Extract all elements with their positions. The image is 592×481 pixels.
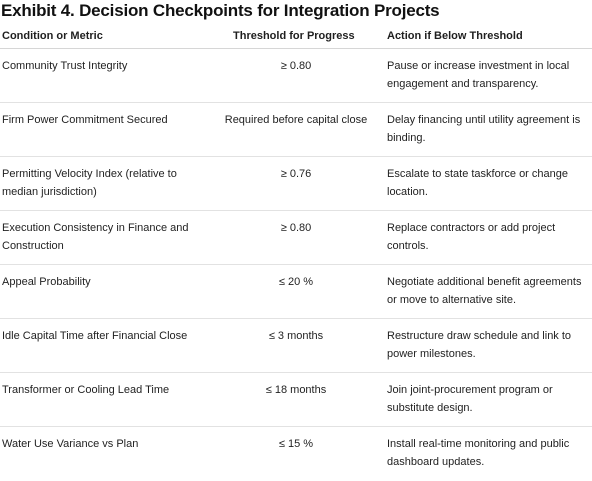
action-cell: Negotiate additional benefit agreements … bbox=[387, 276, 582, 306]
table-row: Community Trust Integrity ≥ 0.80 Pause o… bbox=[0, 49, 592, 103]
threshold-cell: ≥ 0.80 bbox=[280, 222, 312, 234]
header-row: Condition or Metric Threshold for Progre… bbox=[0, 24, 592, 49]
metric-cell: Water Use Variance vs Plan bbox=[2, 438, 139, 450]
action-cell: Join joint-procurement program or substi… bbox=[387, 384, 553, 414]
table-row: Idle Capital Time after Financial Close … bbox=[0, 319, 592, 373]
threshold-cell: ≤ 15 % bbox=[278, 438, 314, 450]
table-row: Firm Power Commitment Secured Required b… bbox=[0, 103, 592, 157]
action-cell: Pause or increase investment in local en… bbox=[387, 60, 570, 90]
action-cell: Delay financing until utility agreement … bbox=[387, 114, 581, 144]
table-header: Condition or Metric Threshold for Progre… bbox=[0, 24, 592, 49]
table-row: Appeal Probability ≤ 20 % Negotiate addi… bbox=[0, 265, 592, 319]
threshold-cell: ≤ 20 % bbox=[278, 276, 314, 288]
column-header-action: Action if Below Threshold bbox=[385, 24, 592, 49]
decision-checkpoints-table: Condition or Metric Threshold for Progre… bbox=[0, 24, 592, 481]
metric-cell: Appeal Probability bbox=[2, 276, 91, 288]
action-cell: Replace contractors or add project contr… bbox=[387, 222, 556, 252]
metric-cell: Transformer or Cooling Lead Time bbox=[2, 384, 170, 396]
metric-cell: Execution Consistency in Finance and Con… bbox=[2, 222, 189, 252]
table-row: Execution Consistency in Finance and Con… bbox=[0, 211, 592, 265]
metric-cell: Permitting Velocity Index (relative to m… bbox=[2, 168, 177, 198]
table-body: Community Trust Integrity ≥ 0.80 Pause o… bbox=[0, 49, 592, 481]
table-row: Transformer or Cooling Lead Time ≤ 18 mo… bbox=[0, 373, 592, 427]
threshold-cell: ≤ 3 months bbox=[268, 330, 324, 342]
column-header-condition: Condition or Metric bbox=[0, 24, 215, 49]
metric-cell: Idle Capital Time after Financial Close bbox=[2, 330, 188, 342]
action-cell: Escalate to state taskforce or change lo… bbox=[387, 168, 568, 198]
threshold-cell: ≥ 0.80 bbox=[280, 60, 312, 72]
column-header-threshold: Threshold for Progress bbox=[215, 24, 385, 49]
threshold-cell: ≥ 0.76 bbox=[280, 168, 312, 180]
exhibit-title: Exhibit 4. Decision Checkpoints for Inte… bbox=[1, 1, 440, 20]
action-cell: Restructure draw schedule and link to po… bbox=[387, 330, 572, 360]
table-row: Permitting Velocity Index (relative to m… bbox=[0, 157, 592, 211]
metric-cell: Firm Power Commitment Secured bbox=[2, 114, 168, 126]
action-cell: Install real-time monitoring and public … bbox=[387, 438, 570, 468]
threshold-cell: Required before capital close bbox=[224, 114, 368, 126]
table-row: Water Use Variance vs Plan ≤ 15 % Instal… bbox=[0, 427, 592, 481]
threshold-cell: ≤ 18 months bbox=[265, 384, 327, 396]
metric-cell: Community Trust Integrity bbox=[2, 60, 128, 72]
